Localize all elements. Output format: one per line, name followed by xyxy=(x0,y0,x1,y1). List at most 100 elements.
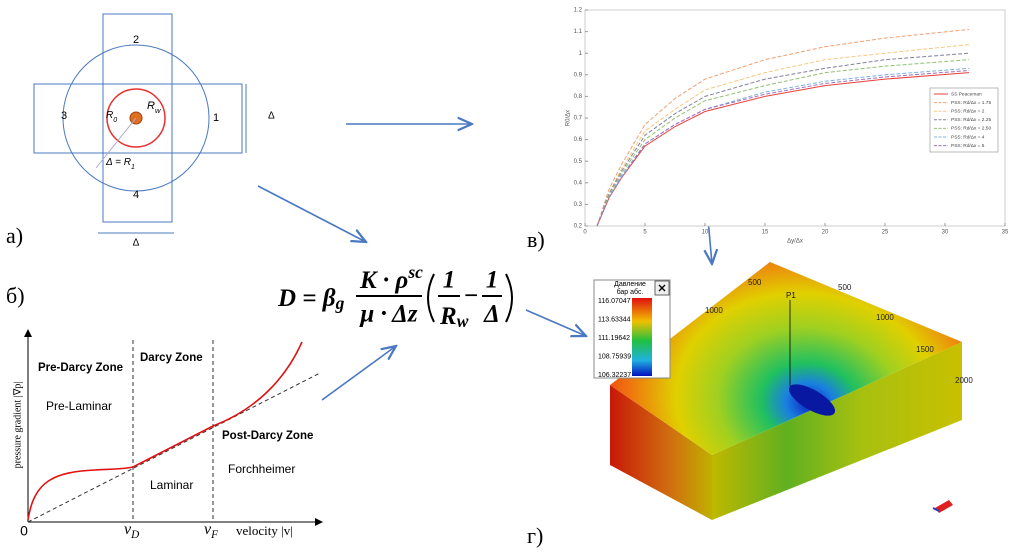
formula-numerator: K · ρsc xyxy=(359,262,423,294)
y-tick-label: 0.4 xyxy=(574,180,583,186)
x-tick-label: 35 xyxy=(1002,230,1009,236)
series-line xyxy=(596,28,970,227)
zone-label: Post-Darcy Zone xyxy=(222,430,313,442)
x-tick-label: 15 xyxy=(762,230,769,236)
x-tick-label: 25 xyxy=(882,230,889,236)
axis-tick-label: 1500 xyxy=(916,345,934,354)
r0-label: R0 xyxy=(106,110,117,124)
cell-label: 1 xyxy=(213,112,219,124)
axis-tick-label: 500 xyxy=(838,283,852,292)
legend-label: PSS: Rd/Δx = 4 xyxy=(951,134,985,140)
formula-minus: − xyxy=(463,283,478,310)
r1-label-sub: 1 xyxy=(131,164,135,171)
cell-label: 4 xyxy=(133,189,139,201)
y-tick-label: 0.3 xyxy=(574,202,583,208)
legend-value: 111.19642 xyxy=(598,335,630,342)
axis-label: velocity |v| xyxy=(236,523,293,538)
formula-numerator-main: K · ρ xyxy=(359,267,408,294)
regime-label: Pre-Laminar xyxy=(46,399,112,413)
formula-numerator-sub: sc xyxy=(407,262,423,282)
formula-lhs-main: D = β xyxy=(277,285,336,312)
legend-label: PSS: Rd/Δx = 2 xyxy=(951,108,985,114)
zone-label: Darcy Zone xyxy=(140,352,203,364)
r0-label-main: R xyxy=(106,110,113,121)
panel-label: в) xyxy=(527,227,545,252)
tick-label-sub: F xyxy=(210,529,218,541)
axis-tick-label: 500 xyxy=(748,278,762,287)
legend-value: 113.63344 xyxy=(598,316,631,323)
formula-denominator: μ · Δz xyxy=(358,301,417,328)
r0-label-sub: 0 xyxy=(113,117,117,124)
formula-delta: Δ xyxy=(483,301,500,328)
y-tick-label: 0.6 xyxy=(574,137,583,143)
x-axis-label: Δy/Δx xyxy=(787,239,803,245)
panel-b-shapes xyxy=(24,329,323,526)
axis-tick-label: 2000 xyxy=(955,376,973,385)
series-line xyxy=(596,59,970,227)
panel-label: б) xyxy=(6,283,25,308)
legend-value: 116.07047 xyxy=(598,298,631,305)
cell-label: 2 xyxy=(133,34,139,46)
axis-tick-label: 1000 xyxy=(876,313,894,322)
tick-label: vD xyxy=(124,521,139,541)
formula-shapes xyxy=(356,273,513,323)
y-tick-label: 0.7 xyxy=(574,116,583,122)
tick-label-sub: D xyxy=(130,529,139,541)
series-line xyxy=(596,67,970,227)
panel-label: г) xyxy=(527,523,543,548)
regime-label: Laminar xyxy=(150,478,193,492)
x-tick-label: 10 xyxy=(702,230,709,236)
x-tick-label: 5 xyxy=(643,230,647,236)
legend-label: PSS: Rd/Δx = 5 xyxy=(951,143,985,149)
formula-rw-sub: w xyxy=(457,311,469,331)
legend-title: бар абс. xyxy=(617,288,644,296)
regime-label: Forchheimer xyxy=(228,462,295,476)
y-tick-label: 0.8 xyxy=(574,94,583,100)
rw-label: Rw xyxy=(147,100,161,115)
legend-value: 106.32237 xyxy=(598,372,631,379)
delta-label: Δ xyxy=(133,238,140,249)
legend-label: SS Peaceman xyxy=(951,91,982,97)
cell-label: 3 xyxy=(61,110,67,122)
origin-label: 0 xyxy=(20,523,28,539)
legend-title: Давление xyxy=(614,281,646,288)
formula-rw-main: R xyxy=(439,303,457,330)
formula-lhs: D = βg xyxy=(277,285,345,313)
panel-label: а) xyxy=(6,223,23,248)
axis-label: pressure gradient |∇p| xyxy=(12,382,23,469)
series-line xyxy=(596,44,970,227)
y-tick-label: 0.9 xyxy=(574,72,583,78)
y-axis-label: R0/Δx xyxy=(566,110,572,126)
tick-label-main: v xyxy=(204,521,212,538)
r1-label-main: Δ = R xyxy=(105,157,131,168)
series-line xyxy=(596,72,970,227)
x-tick-label: 30 xyxy=(942,230,949,236)
tick-label-main: v xyxy=(124,521,132,538)
axis-tick-label: 1000 xyxy=(705,306,723,315)
y-tick-label: 1.1 xyxy=(574,29,583,35)
legend-label: PSS: Rd/Δx = 1.75 xyxy=(951,100,991,106)
formula-one: 1 xyxy=(443,267,456,294)
legend-label: PSS: Rd/Δx = 2.50 xyxy=(951,126,991,132)
zone-label: Pre-Darcy Zone xyxy=(38,362,123,374)
formula-rw: Rw xyxy=(439,303,469,331)
x-tick-label: 0 xyxy=(583,230,587,236)
block-3d xyxy=(593,262,962,520)
rw-label-main: R xyxy=(147,100,155,112)
y-tick-label: 0.5 xyxy=(574,159,583,165)
y-tick-label: 0.2 xyxy=(574,224,583,230)
legend-label: PSS: Rd/Δx = 2.25 xyxy=(951,117,991,123)
y-tick-label: 1.2 xyxy=(574,8,583,14)
delta-label: Δ xyxy=(268,111,275,122)
y-tick-label: 1 xyxy=(579,51,583,57)
panel-a-shapes xyxy=(33,13,247,234)
arrows xyxy=(257,124,712,401)
x-tick-label: 20 xyxy=(822,230,829,236)
formula-one: 1 xyxy=(486,267,499,294)
tick-label: vF xyxy=(204,521,218,541)
legend-value: 108.75939 xyxy=(598,353,631,360)
formula-lhs-sub: g xyxy=(335,293,345,313)
well-label: P1 xyxy=(786,291,796,300)
r1-label: Δ = R1 xyxy=(105,157,135,171)
